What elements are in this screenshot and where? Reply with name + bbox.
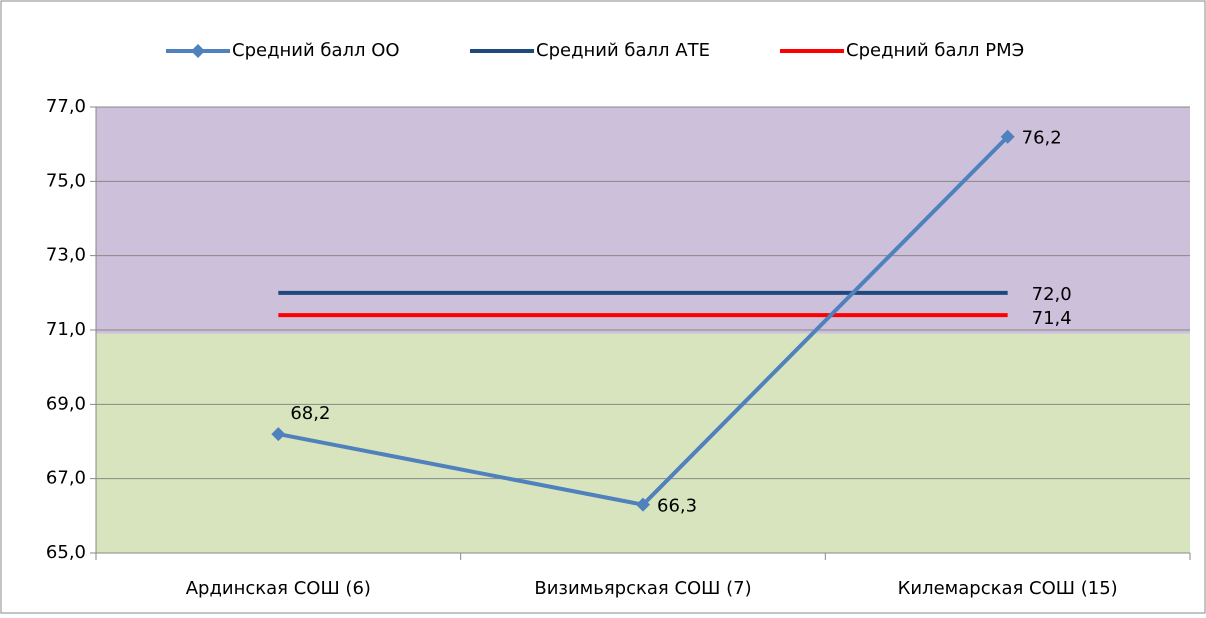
legend-label: Средний балл РМЭ [846,40,1024,61]
data-label: 76,2 [1022,128,1062,149]
background-band [96,333,1190,553]
y-tick-label: 75,0 [46,170,86,191]
y-tick-label: 77,0 [46,96,86,117]
legend-marker [191,44,205,58]
y-tick-label: 71,0 [46,319,86,340]
data-label: 72,0 [1032,284,1072,305]
x-tick-label: Килемарская СОШ (15) [898,578,1118,599]
data-label: 68,2 [290,403,330,424]
data-point [1000,129,1015,144]
legend-label: Средний балл ОО [232,40,400,61]
y-tick-label: 67,0 [46,468,86,489]
data-label: 66,3 [657,496,697,517]
data-point [271,427,286,442]
data-point [636,497,650,512]
y-tick-label: 65,0 [46,542,86,563]
legend-label: Средний балл АТЕ [536,40,710,61]
data-label: 71,4 [1032,308,1072,329]
x-tick-label: Ардинская СОШ (6) [186,578,371,599]
x-tick-label: Визимьярская СОШ (7) [534,578,751,599]
background-band [96,107,1190,334]
y-tick-label: 69,0 [46,393,86,414]
y-tick-label: 73,0 [46,245,86,266]
